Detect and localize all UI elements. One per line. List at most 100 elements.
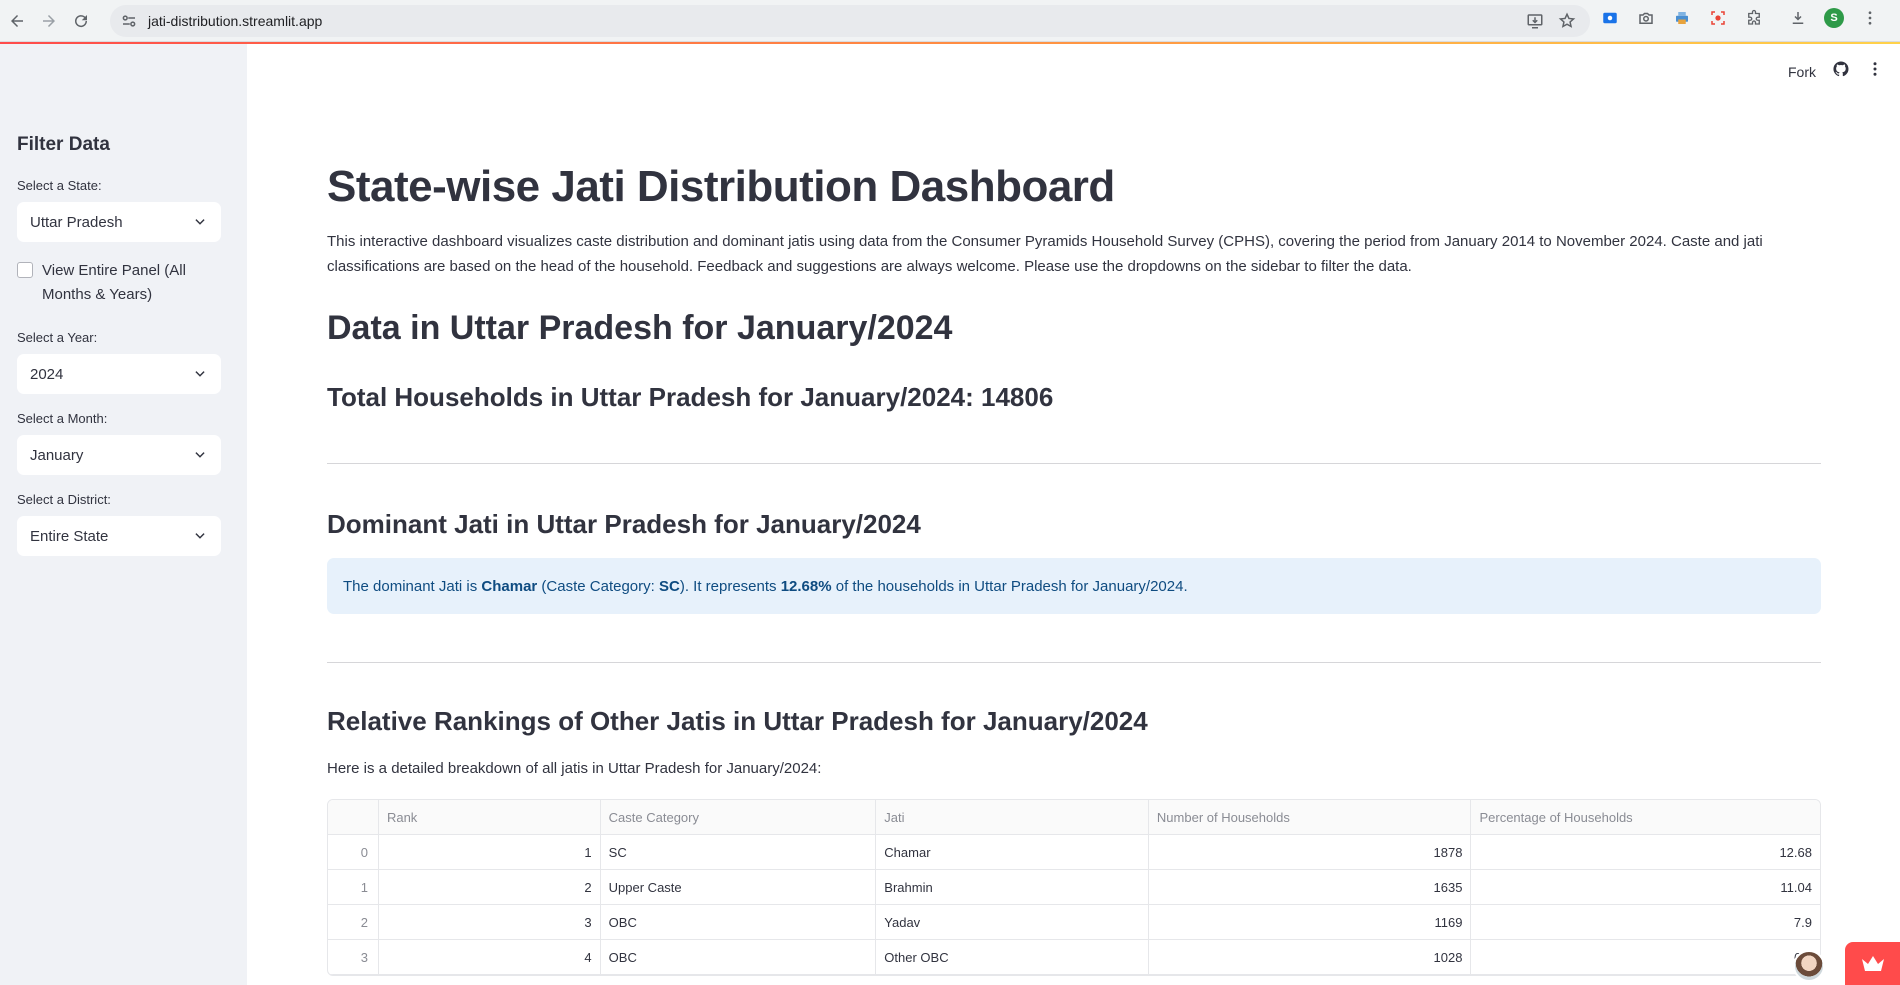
app-menu-icon[interactable] — [1866, 60, 1884, 83]
state-select-value: Uttar Pradesh — [30, 213, 123, 231]
info-prefix: The dominant Jati is — [343, 577, 482, 595]
sidebar: Filter Data Select a State: Uttar Prades… — [0, 44, 247, 985]
back-icon[interactable] — [2, 6, 32, 36]
year-label: Select a Year: — [17, 330, 98, 345]
cell-rank[interactable]: 1 — [379, 835, 601, 870]
table-row[interactable]: 2 3 OBC Yadav 1169 7.9 — [328, 905, 1820, 940]
view-entire-panel-label[interactable]: View Entire Panel (All Months & Years) — [42, 262, 186, 303]
cell-rank[interactable]: 2 — [379, 870, 601, 905]
info-percent: 12.68% — [780, 577, 832, 595]
bookmark-star-icon[interactable] — [1558, 12, 1576, 35]
user-avatar[interactable] — [1793, 950, 1825, 982]
table-header-row: Rank Caste Category Jati Number of House… — [328, 800, 1820, 835]
state-select[interactable]: Uttar Pradesh — [17, 202, 221, 242]
divider — [327, 463, 1821, 464]
cell-households[interactable]: 1878 — [1149, 835, 1472, 870]
chevron-down-icon — [195, 219, 205, 225]
cell-percentage[interactable]: 11.04 — [1780, 880, 1812, 895]
cell-households[interactable]: 1635 — [1149, 870, 1472, 905]
column-header-percentage-of-households[interactable]: Percentage of Households — [1479, 810, 1633, 825]
screen-record-icon[interactable] — [1708, 8, 1728, 28]
column-header-index[interactable] — [328, 800, 379, 835]
info-mid2: ). It represents — [679, 577, 781, 595]
dominant-jati-info-box: The dominant Jati is Chamar (Caste Categ… — [327, 558, 1821, 614]
cell-households[interactable]: 1169 — [1149, 905, 1472, 940]
dominant-jati-heading: Dominant Jati in Uttar Pradesh for Janua… — [327, 509, 921, 539]
month-select-value: January — [30, 446, 84, 464]
cell-caste-category[interactable]: Upper Caste — [601, 870, 877, 905]
cell-caste-category[interactable]: SC — [601, 835, 877, 870]
chevron-down-icon — [195, 371, 205, 377]
month-select[interactable]: January — [17, 435, 221, 475]
rankings-heading: Relative Rankings of Other Jatis in Utta… — [327, 706, 1148, 736]
chevron-down-icon — [195, 533, 205, 539]
download-icon[interactable] — [1788, 8, 1808, 28]
cell-jati[interactable]: Brahmin — [876, 870, 1149, 905]
app-toolbar: Fork — [1788, 60, 1884, 83]
total-households-heading: Total Households in Uttar Pradesh for Ja… — [327, 382, 1054, 412]
cell-households[interactable]: 1028 — [1149, 940, 1472, 975]
column-header-rank[interactable]: Rank — [379, 800, 601, 835]
cell-caste-category[interactable]: OBC — [601, 905, 877, 940]
printer-extension-icon[interactable] — [1672, 8, 1692, 28]
browser-menu-icon[interactable] — [1860, 8, 1880, 28]
cell-rank[interactable]: 3 — [379, 905, 601, 940]
row-index: 1 — [328, 870, 379, 905]
cell-caste-category[interactable]: OBC — [601, 940, 877, 975]
chevron-down-icon — [195, 452, 205, 458]
cell-percentage[interactable]: 12.68 — [1779, 845, 1812, 860]
cell-percentage[interactable]: 7.9 — [1793, 915, 1812, 930]
crown-icon — [1861, 955, 1884, 971]
data-heading: Data in Uttar Pradesh for January/2024 — [327, 309, 953, 347]
streamlit-badge[interactable] — [1845, 942, 1900, 985]
table-row[interactable]: 3 4 OBC Other OBC 1028 6.9 — [328, 940, 1820, 975]
github-icon[interactable] — [1832, 60, 1850, 83]
page-title: State-wise Jati Distribution Dashboard — [327, 162, 1115, 211]
sidebar-title: Filter Data — [17, 134, 110, 155]
cell-jati[interactable]: Other OBC — [876, 940, 1149, 975]
state-label: Select a State: — [17, 178, 102, 193]
view-entire-panel-checkbox-row[interactable]: View Entire Panel (All Months & Years) — [17, 259, 230, 307]
install-app-icon[interactable] — [1526, 12, 1544, 35]
cell-jati[interactable]: Yadav — [876, 905, 1149, 940]
forward-icon[interactable] — [34, 6, 64, 36]
address-bar[interactable]: jati-distribution.streamlit.app — [110, 5, 1590, 37]
browser-toolbar: jati-distribution.streamlit.app S — [0, 0, 1900, 42]
top-decoration-line — [0, 42, 1900, 44]
jati-table[interactable]: Rank Caste Category Jati Number of House… — [327, 799, 1821, 976]
district-select[interactable]: Entire State — [17, 516, 221, 556]
district-label: Select a District: — [17, 492, 111, 507]
reload-icon[interactable] — [66, 6, 96, 36]
column-header-number-of-households[interactable]: Number of Households — [1149, 800, 1472, 835]
row-index: 2 — [328, 905, 379, 940]
table-row[interactable]: 1 2 Upper Caste Brahmin 1635 11.04 — [328, 870, 1820, 905]
camera-icon[interactable] — [1636, 8, 1656, 28]
site-settings-icon[interactable] — [120, 12, 138, 30]
district-select-value: Entire State — [30, 527, 109, 545]
info-suffix: of the households in Uttar Pradesh for J… — [831, 577, 1188, 595]
cell-percentage[interactable]: 6.9 — [1471, 940, 1820, 975]
info-category: SC — [658, 577, 680, 595]
view-entire-panel-checkbox[interactable] — [17, 262, 33, 278]
cell-rank[interactable]: 4 — [379, 940, 601, 975]
month-label: Select a Month: — [17, 411, 108, 426]
breakdown-text: Here is a detailed breakdown of all jati… — [327, 760, 822, 777]
info-jati: Chamar — [481, 577, 538, 595]
column-header-caste-category[interactable]: Caste Category — [601, 800, 877, 835]
extensions-puzzle-icon[interactable] — [1744, 8, 1764, 28]
extension-screen-icon[interactable] — [1600, 8, 1620, 28]
info-text: The dominant Jati is Chamar (Caste Categ… — [343, 578, 1188, 595]
cell-jati[interactable]: Chamar — [876, 835, 1149, 870]
profile-avatar[interactable]: S — [1824, 8, 1844, 28]
year-select-value: 2024 — [30, 365, 64, 383]
row-index: 0 — [328, 835, 379, 870]
divider — [327, 662, 1821, 663]
url-text: jati-distribution.streamlit.app — [148, 13, 323, 29]
row-index: 3 — [328, 940, 379, 975]
fork-button[interactable]: Fork — [1788, 63, 1816, 80]
column-header-jati[interactable]: Jati — [876, 800, 1149, 835]
info-mid1: (Caste Category: — [537, 577, 659, 595]
intro-text: This interactive dashboard visualizes ca… — [327, 233, 1763, 275]
year-select[interactable]: 2024 — [17, 354, 221, 394]
table-row[interactable]: 0 1 SC Chamar 1878 12.68 — [328, 835, 1820, 870]
